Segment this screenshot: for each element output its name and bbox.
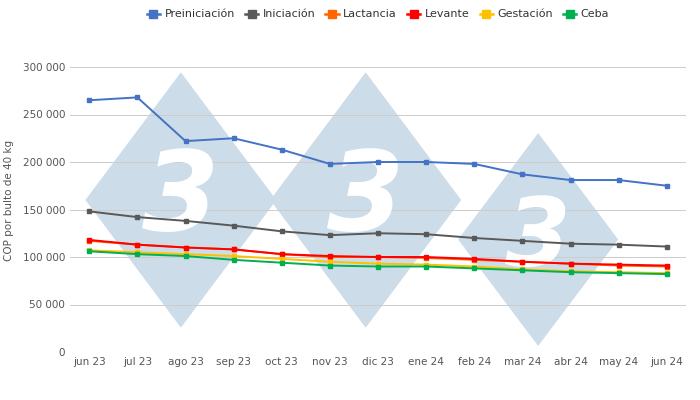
Legend: Preiniciación, Iniciación, Lactancia, Levante, Gestación, Ceba: Preiniciación, Iniciación, Lactancia, Le…: [147, 10, 609, 20]
Polygon shape: [270, 72, 461, 328]
Text: 3: 3: [505, 194, 571, 286]
Polygon shape: [85, 72, 276, 328]
Y-axis label: COP por bulto de 40 kg: COP por bulto de 40 kg: [4, 140, 14, 260]
Text: 3: 3: [327, 146, 405, 254]
Polygon shape: [458, 133, 618, 346]
Text: 3: 3: [142, 146, 220, 254]
